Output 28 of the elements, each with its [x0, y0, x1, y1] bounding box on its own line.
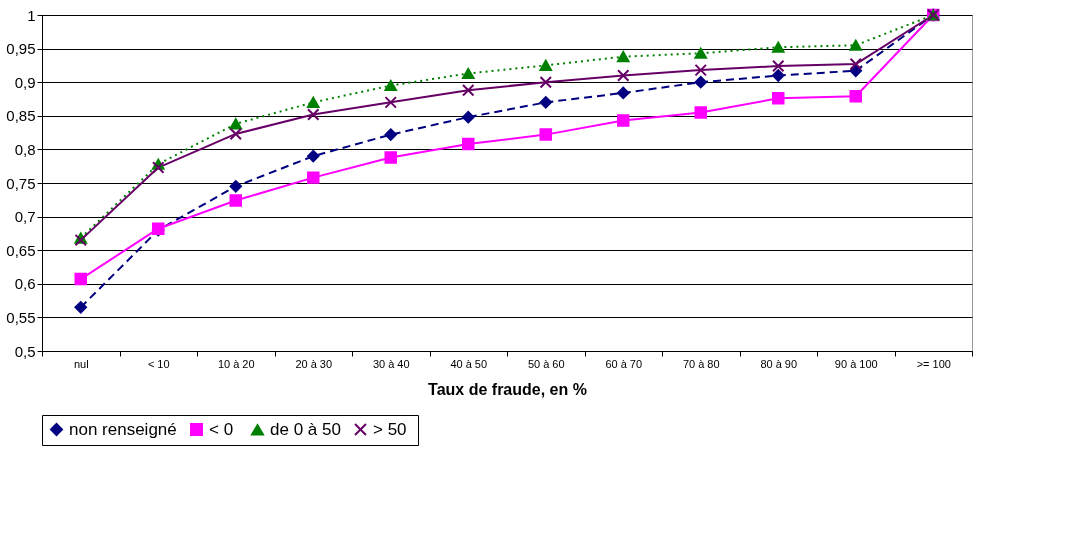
- y-tick-label: 1: [27, 6, 36, 24]
- legend-label: > 50: [373, 419, 407, 439]
- x-tick-label: 50 à 60: [527, 357, 565, 370]
- x-tick-label: 30 à 40: [372, 357, 410, 370]
- y-tick-label: 0,5: [14, 342, 36, 360]
- y-tick-label: 0,8: [14, 140, 36, 158]
- y-tick-label: 0,7: [14, 208, 36, 226]
- x-tick-label: nul: [73, 357, 89, 370]
- x-tick-label: 10 à 20: [217, 357, 255, 370]
- legend-label: de 0 à 50: [270, 419, 341, 439]
- y-tick-label: 0,6: [14, 275, 36, 293]
- x-tick-label: 40 à 50: [450, 357, 488, 370]
- y-tick-label: 0,9: [14, 73, 36, 91]
- x-tick-label: < 10: [147, 357, 170, 370]
- x-axis-title: Taux de fraude, en %: [428, 380, 587, 398]
- legend-label: < 0: [209, 419, 234, 439]
- x-tick-label: 70 à 80: [682, 357, 720, 370]
- x-tick-label: 90 à 100: [834, 357, 878, 370]
- y-tick-label: 0,55: [6, 308, 36, 326]
- x-tick-label: 20 à 30: [295, 357, 333, 370]
- y-tick-label: 0,65: [6, 241, 36, 259]
- y-tick-label: 0,95: [6, 40, 36, 58]
- legend-label: non renseigné: [69, 419, 177, 439]
- y-tick-label: 0,85: [6, 107, 36, 125]
- x-tick-label: 60 à 70: [605, 357, 643, 370]
- y-tick-label: 0,75: [6, 174, 36, 192]
- x-tick-label: >= 100: [916, 357, 951, 370]
- x-tick-label: 80 à 90: [760, 357, 798, 370]
